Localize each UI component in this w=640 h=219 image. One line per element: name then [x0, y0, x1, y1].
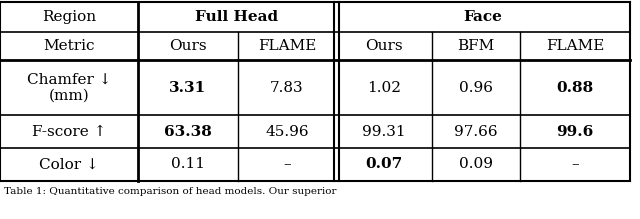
Text: Color ↓: Color ↓	[39, 157, 99, 171]
Text: Ours: Ours	[365, 39, 403, 53]
Text: FLAME: FLAME	[258, 39, 316, 53]
Text: –: –	[571, 157, 579, 171]
Text: FLAME: FLAME	[546, 39, 604, 53]
Text: 45.96: 45.96	[265, 124, 309, 138]
Text: 0.11: 0.11	[171, 157, 205, 171]
Text: 0.88: 0.88	[556, 81, 594, 95]
Text: Face: Face	[463, 10, 502, 24]
Text: Full Head: Full Head	[195, 10, 278, 24]
Text: 99.6: 99.6	[556, 124, 594, 138]
Text: Region: Region	[42, 10, 96, 24]
Text: Table 1: Quantitative comparison of head models. Our superior: Table 1: Quantitative comparison of head…	[4, 187, 337, 196]
Text: 0.96: 0.96	[459, 81, 493, 95]
Text: 0.09: 0.09	[459, 157, 493, 171]
Text: 97.66: 97.66	[454, 124, 498, 138]
Text: 7.83: 7.83	[270, 81, 304, 95]
Text: 63.38: 63.38	[164, 124, 212, 138]
Text: –: –	[283, 157, 291, 171]
Text: BFM: BFM	[458, 39, 495, 53]
Text: F-score ↑: F-score ↑	[32, 124, 106, 138]
Text: 0.07: 0.07	[365, 157, 403, 171]
Text: 1.02: 1.02	[367, 81, 401, 95]
Text: Ours: Ours	[169, 39, 207, 53]
Text: Metric: Metric	[44, 39, 95, 53]
Text: Chamfer ↓
(mm): Chamfer ↓ (mm)	[27, 72, 111, 102]
Text: 99.31: 99.31	[362, 124, 406, 138]
Text: 3.31: 3.31	[170, 81, 207, 95]
